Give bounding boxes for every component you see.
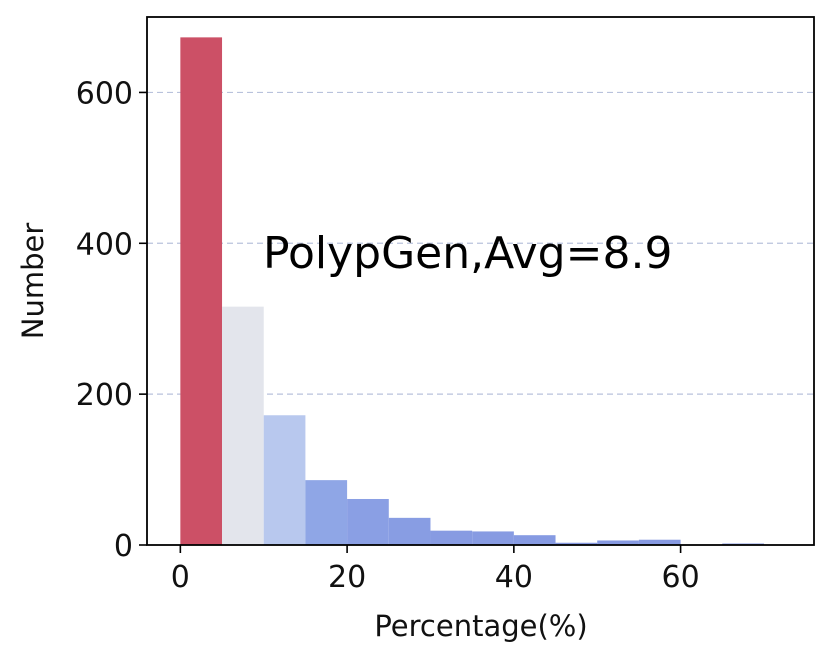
x-tick-label-60: 60 (662, 560, 700, 595)
x-tick-label-0: 0 (171, 560, 190, 595)
x-tick-label-20: 20 (328, 560, 366, 595)
y-axis-ticks: 0 200 400 600 (76, 76, 147, 564)
bar-0 (180, 37, 223, 545)
bar-10 (263, 415, 306, 545)
bar-20 (347, 498, 389, 545)
annotation-text: PolypGen,Avg=8.9 (263, 228, 672, 279)
bar-30 (430, 530, 473, 545)
y-tick-label-600: 600 (76, 76, 133, 111)
x-tick-label-40: 40 (495, 560, 533, 595)
plot-frame (146, 16, 815, 546)
y-tick-label-200: 200 (76, 378, 133, 413)
bar-40 (513, 535, 556, 545)
x-axis-label: Percentage(%) (374, 609, 587, 643)
x-axis-ticks: 0 20 40 60 (171, 545, 700, 595)
bar-35 (472, 531, 514, 545)
bar-50 (597, 540, 639, 545)
bar-55 (638, 539, 681, 545)
bar-15 (305, 480, 348, 545)
bar-45 (555, 542, 598, 545)
y-axis-label: Number (16, 223, 50, 340)
y-tick-label-400: 400 (76, 227, 133, 262)
bar-5 (222, 306, 264, 545)
y-tick-label-0: 0 (114, 529, 133, 564)
bar-25 (388, 517, 431, 545)
bars (180, 37, 764, 545)
